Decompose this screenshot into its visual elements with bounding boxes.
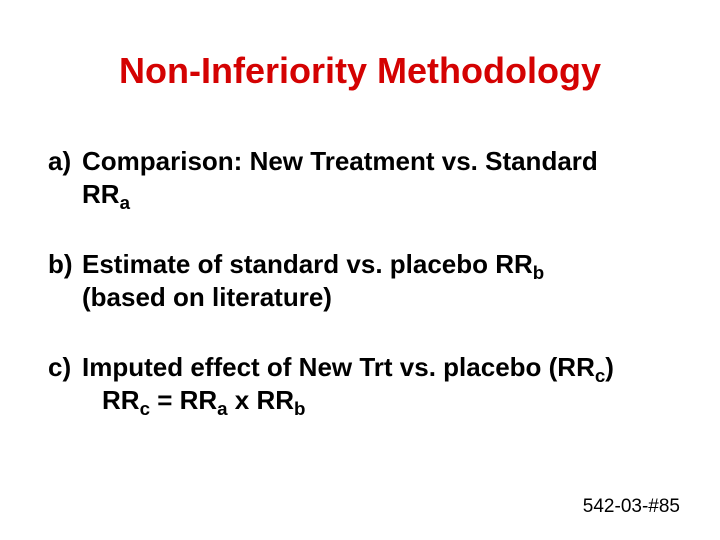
list-content: Comparison: New Treatment vs. StandardRR…: [82, 145, 666, 210]
subscript: b: [294, 398, 305, 419]
list-marker: a): [48, 145, 82, 178]
text: x RR: [228, 385, 294, 415]
text: Estimate of standard vs. placebo RR: [82, 249, 533, 279]
subscript: c: [140, 398, 150, 419]
subscript: b: [533, 262, 544, 283]
list-item: c)Imputed effect of New Trt vs. placebo …: [48, 351, 672, 416]
slide-footer: 542-03-#85: [583, 496, 680, 518]
text: Imputed effect of New Trt vs. placebo (R…: [82, 352, 595, 382]
text: RR: [102, 385, 140, 415]
subscript: a: [120, 192, 130, 213]
text: ): [605, 352, 614, 382]
slide: Non-Inferiority Methodology a)Comparison…: [0, 0, 720, 540]
subscript: a: [217, 398, 227, 419]
list-item: a)Comparison: New Treatment vs. Standard…: [48, 145, 672, 210]
line: RRa: [82, 178, 666, 211]
subscript: c: [595, 365, 605, 386]
text: = RR: [150, 385, 217, 415]
line: (based on literature): [82, 281, 666, 314]
text: (based on literature): [82, 282, 332, 312]
slide-body: a)Comparison: New Treatment vs. Standard…: [48, 145, 672, 454]
list-marker: c): [48, 351, 82, 384]
line: Imputed effect of New Trt vs. placebo (R…: [82, 351, 666, 384]
list-content: Imputed effect of New Trt vs. placebo (R…: [82, 351, 666, 416]
list-item: b)Estimate of standard vs. placebo RRb(b…: [48, 248, 672, 313]
line: Estimate of standard vs. placebo RRb: [82, 248, 666, 281]
line: RRc = RRa x RRb: [82, 384, 666, 417]
list-marker: b): [48, 248, 82, 281]
list-content: Estimate of standard vs. placebo RRb(bas…: [82, 248, 666, 313]
text: Comparison: New Treatment vs. Standard: [82, 146, 598, 176]
slide-title: Non-Inferiority Methodology: [0, 50, 720, 92]
line: Comparison: New Treatment vs. Standard: [82, 145, 666, 178]
text: RR: [82, 179, 120, 209]
